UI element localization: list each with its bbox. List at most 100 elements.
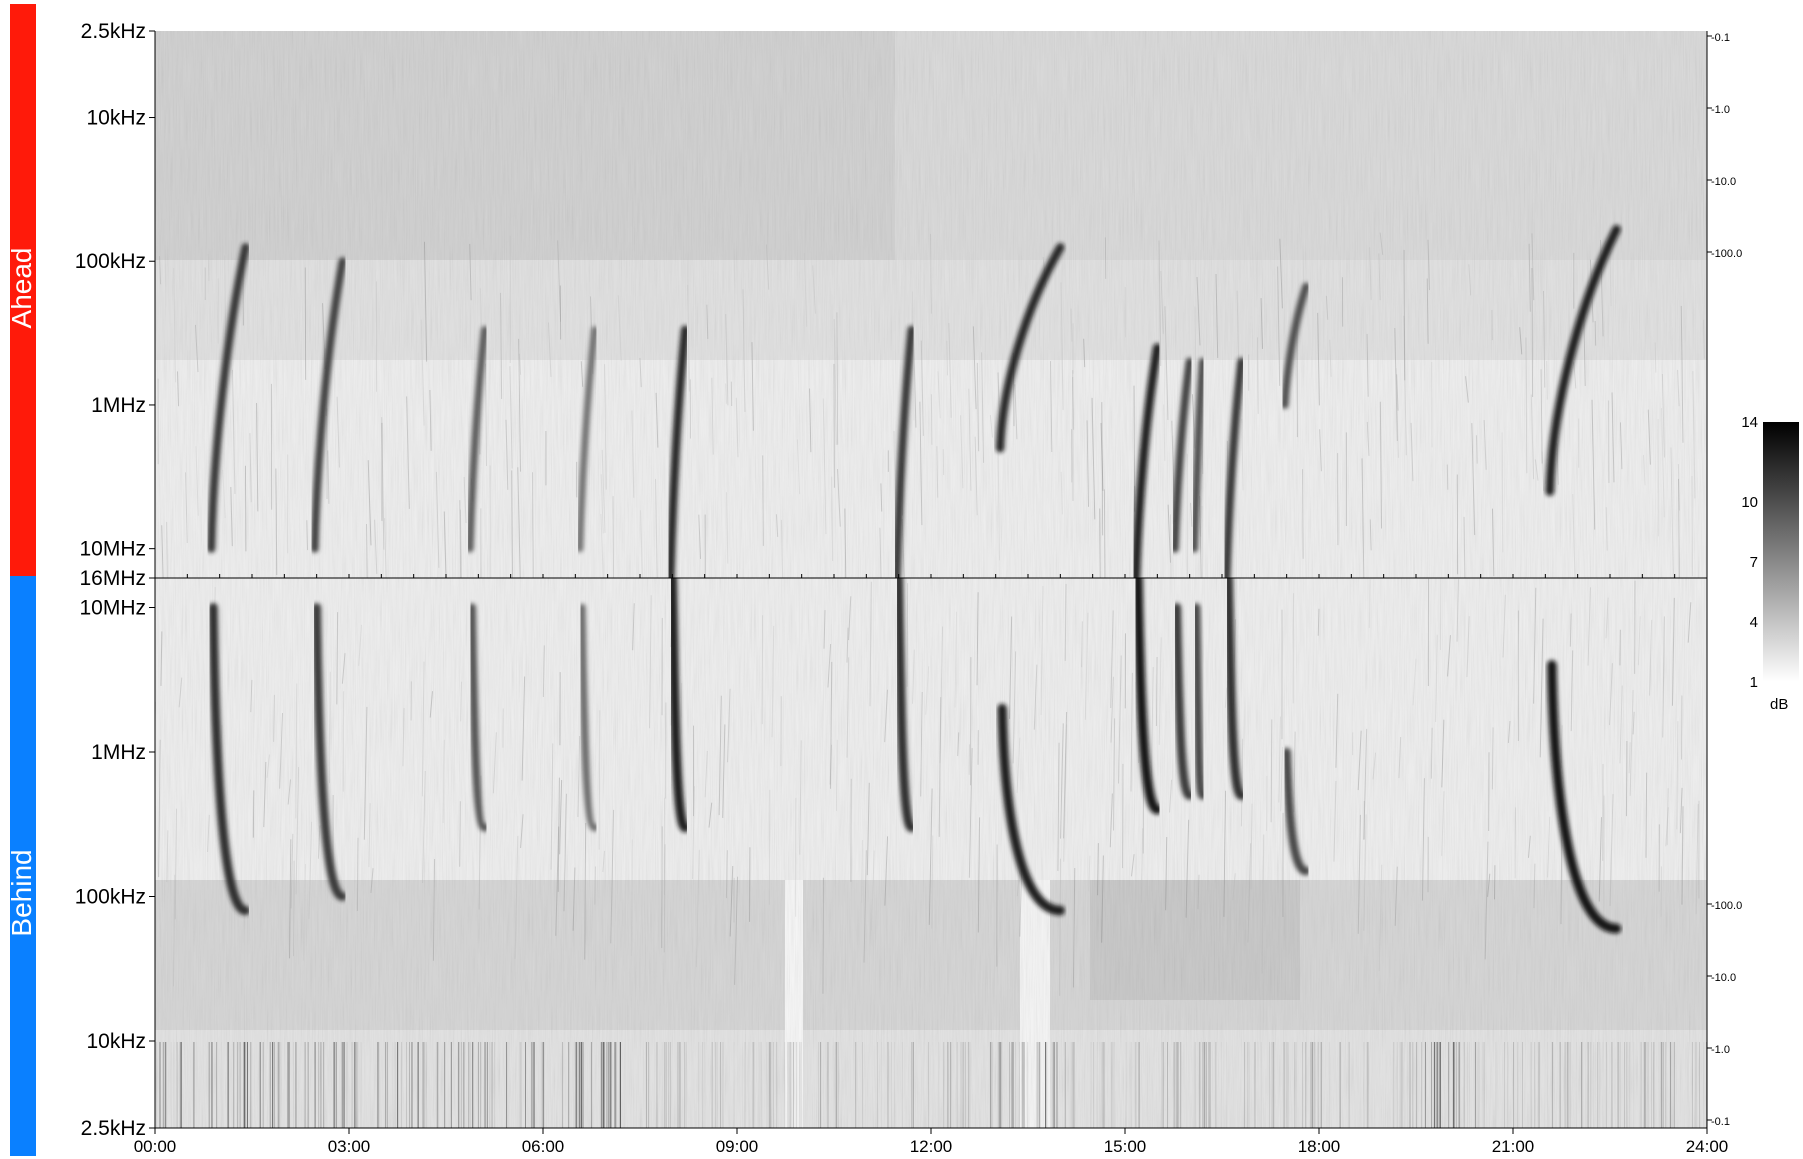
streak bbox=[1609, 663, 1613, 726]
streak bbox=[632, 603, 635, 651]
streak bbox=[1197, 874, 1200, 910]
streak bbox=[1277, 266, 1281, 386]
streak bbox=[336, 612, 339, 705]
streak bbox=[460, 681, 463, 722]
streak bbox=[1665, 807, 1669, 847]
streak bbox=[1466, 616, 1470, 678]
streak bbox=[601, 449, 606, 533]
streak bbox=[796, 439, 801, 495]
streak bbox=[936, 446, 939, 498]
behind-streaks bbox=[155, 578, 1707, 1128]
streak bbox=[306, 520, 309, 551]
streak bbox=[1396, 374, 1399, 411]
streak bbox=[976, 362, 980, 452]
streak bbox=[1645, 772, 1648, 858]
burst-behind bbox=[894, 578, 917, 833]
streak bbox=[884, 689, 888, 743]
streak bbox=[384, 518, 387, 578]
streak bbox=[722, 724, 726, 818]
streak bbox=[266, 754, 270, 778]
streak bbox=[1519, 327, 1523, 355]
streak bbox=[423, 241, 428, 362]
streak bbox=[290, 833, 294, 909]
streak bbox=[831, 476, 834, 561]
streak bbox=[1012, 651, 1017, 764]
streak bbox=[420, 319, 425, 426]
streak bbox=[1215, 273, 1219, 358]
colorbar-tick-label: 7 bbox=[1750, 554, 1758, 571]
streak bbox=[158, 256, 162, 285]
streak bbox=[1539, 618, 1544, 758]
streak bbox=[1369, 519, 1372, 551]
streak bbox=[1366, 333, 1369, 397]
colorbar-tick-label: 4 bbox=[1750, 614, 1758, 631]
streak bbox=[1072, 867, 1076, 988]
streak bbox=[1163, 404, 1166, 461]
streak bbox=[698, 514, 702, 559]
streak bbox=[1199, 495, 1202, 578]
streak bbox=[421, 661, 425, 797]
streak bbox=[1378, 864, 1383, 972]
streak bbox=[742, 289, 746, 413]
streak bbox=[1368, 579, 1371, 629]
streak bbox=[250, 679, 253, 713]
streak bbox=[1196, 276, 1201, 346]
streak bbox=[602, 850, 606, 872]
panel-band-ahead: Ahead bbox=[6, 4, 37, 576]
streak bbox=[928, 788, 933, 925]
colorbar-tick-label: 1 bbox=[1750, 674, 1758, 691]
streak bbox=[1191, 394, 1196, 449]
streak bbox=[920, 691, 923, 797]
streak bbox=[937, 371, 941, 419]
streak bbox=[1201, 505, 1204, 578]
streak bbox=[1468, 264, 1472, 296]
streak bbox=[1170, 514, 1172, 578]
streak bbox=[1083, 338, 1086, 368]
streak bbox=[1325, 295, 1329, 320]
streak bbox=[1681, 806, 1684, 905]
streak bbox=[1611, 392, 1615, 483]
streak bbox=[1070, 308, 1073, 342]
streak bbox=[809, 388, 812, 453]
streak bbox=[1366, 421, 1370, 456]
streak bbox=[610, 809, 615, 944]
streak bbox=[735, 397, 739, 458]
streak bbox=[1528, 243, 1531, 312]
streak bbox=[1543, 290, 1546, 388]
streak bbox=[1677, 369, 1680, 407]
streak bbox=[557, 777, 560, 892]
streak bbox=[308, 821, 313, 919]
streak bbox=[195, 446, 199, 516]
streak bbox=[1118, 655, 1122, 784]
streak bbox=[1560, 725, 1563, 768]
streak bbox=[517, 467, 521, 578]
streak bbox=[1533, 587, 1537, 704]
streak bbox=[518, 338, 522, 472]
streak bbox=[846, 627, 849, 663]
streak bbox=[256, 402, 259, 512]
streak bbox=[1223, 790, 1227, 917]
streak bbox=[997, 441, 1001, 561]
burst-behind bbox=[1133, 578, 1163, 815]
streak bbox=[166, 830, 169, 883]
streak bbox=[1662, 616, 1665, 738]
streak bbox=[1598, 817, 1602, 902]
streak bbox=[1084, 612, 1089, 720]
burst-ahead bbox=[892, 325, 916, 578]
streak bbox=[649, 595, 652, 729]
streak bbox=[366, 523, 368, 578]
streak bbox=[1257, 337, 1259, 414]
streak bbox=[1091, 397, 1096, 520]
streak bbox=[1666, 788, 1669, 846]
streak bbox=[329, 671, 331, 784]
streak bbox=[1059, 858, 1061, 996]
streak bbox=[1086, 420, 1090, 507]
burst-ahead bbox=[466, 326, 489, 553]
behind-bursts bbox=[208, 578, 1622, 934]
streak bbox=[289, 839, 292, 959]
streak bbox=[977, 817, 981, 933]
streak bbox=[230, 486, 233, 547]
streak bbox=[655, 392, 659, 448]
streak bbox=[1507, 720, 1511, 744]
streak bbox=[1619, 422, 1623, 470]
